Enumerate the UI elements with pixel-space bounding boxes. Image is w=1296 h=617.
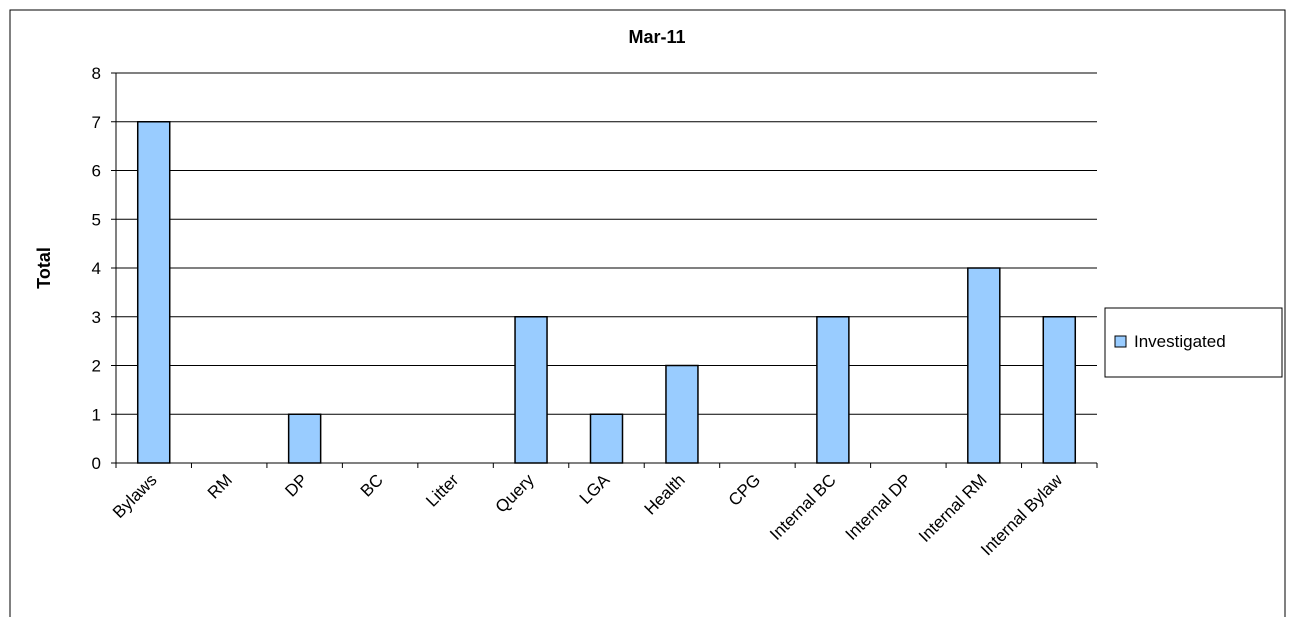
x-tick-label: LGA	[576, 470, 614, 508]
bar-internal-rm	[967, 267, 1001, 464]
bar-query	[514, 316, 548, 464]
x-tick-label: Query	[492, 470, 539, 517]
bar-lga	[589, 413, 624, 464]
x-tick-label: DP	[281, 470, 311, 500]
chart-area-border	[9, 9, 1286, 617]
x-tick-label: Internal DP	[842, 470, 916, 544]
x-tick-label: BC	[357, 470, 387, 500]
bar-bylaws	[136, 121, 171, 464]
x-tick-label: Bylaws	[109, 470, 161, 522]
y-tick-label: 3	[92, 308, 101, 327]
y-tick-label: 2	[92, 357, 101, 376]
y-tick-label: 4	[92, 259, 101, 278]
bar-internal-bylaw	[1042, 316, 1077, 464]
bar-dp	[287, 413, 322, 464]
y-axis-label: Total	[34, 247, 54, 289]
legend-label: Investigated	[1134, 332, 1226, 351]
x-tick-label: RM	[204, 470, 236, 502]
x-tick-label: Internal BC	[766, 470, 840, 544]
x-tick-label: Health	[641, 470, 689, 518]
legend: Investigated	[1104, 307, 1283, 378]
y-tick-label: 7	[92, 113, 101, 132]
y-tick-label: 5	[92, 210, 101, 229]
bar-health	[665, 364, 699, 464]
y-tick-label: 0	[92, 454, 101, 473]
bars	[136, 121, 1077, 464]
bar-internal-bc	[816, 316, 850, 464]
x-tick-label: CPG	[725, 470, 764, 509]
y-axis-ticks: 0 1 2 3 4 5 6 7 8	[92, 64, 116, 473]
x-tick-label: Litter	[422, 470, 462, 510]
y-tick-label: 8	[92, 64, 101, 83]
y-tick-label: 6	[92, 162, 101, 181]
y-tick-label: 1	[92, 405, 101, 424]
chart-title: Mar-11	[628, 27, 685, 47]
legend-box	[1104, 307, 1283, 378]
gridlines	[116, 72, 1097, 415]
x-tick-label: Internal Bylaw	[977, 470, 1066, 559]
legend-swatch	[1114, 335, 1127, 348]
x-axis-labels: Bylaws RM DP BC Litter Query LGA Health CPG Inter…	[109, 470, 1067, 559]
x-axis-ticks	[115, 463, 1098, 468]
x-tick-label: Internal RM	[915, 470, 991, 546]
